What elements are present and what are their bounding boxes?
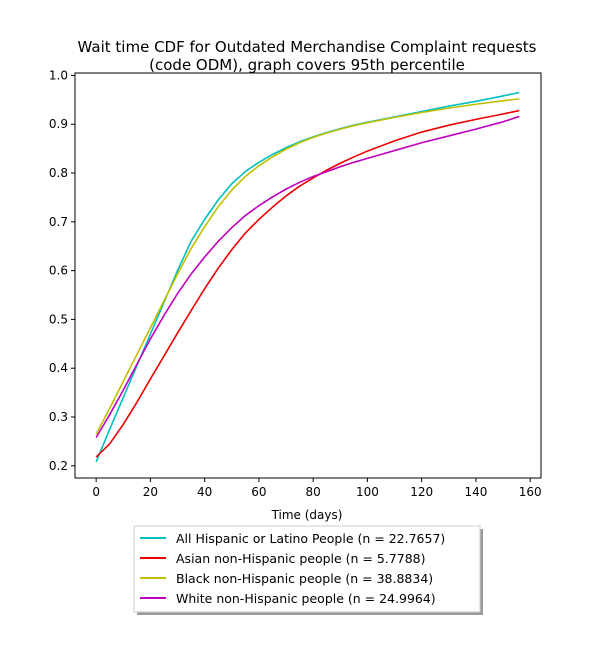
x-tick-label: 40 (197, 485, 212, 499)
y-tick-label: 0.2 (49, 459, 68, 473)
y-tick-label: 0.5 (49, 312, 68, 326)
x-axis-label: Time (days) (271, 508, 343, 522)
series-line-2 (95, 98, 520, 435)
y-tick-label: 0.8 (49, 166, 68, 180)
plot-area: 0 20 40 60 80 100 120 140 160 0.2 0.3 0.4 0.5 0.6 0.7 0… (49, 68, 542, 499)
legend-label-1: Asian non-Hispanic people (n = 5.7788) (176, 551, 426, 566)
x-tick-label: 160 (519, 485, 542, 499)
y-tick-label: 0.3 (49, 410, 68, 424)
chart-title: Wait time CDF for Outdated Merchandise C… (78, 38, 537, 74)
x-tick-label: 140 (464, 485, 487, 499)
series-line-0 (95, 91, 520, 463)
chart-title-line-2: (code ODM), graph covers 95th percentile (149, 56, 465, 74)
y-tick-label: 1.0 (49, 68, 68, 82)
x-tick-label: 80 (306, 485, 321, 499)
legend: All Hispanic or Latino People (n = 22.76… (133, 525, 483, 615)
legend-label-2: Black non-Hispanic people (n = 38.8834) (176, 571, 433, 586)
chart-title-line-1: Wait time CDF for Outdated Merchandise C… (78, 38, 537, 56)
legend-label-3: White non-Hispanic people (n = 24.9964) (176, 591, 436, 606)
x-tick-label: 20 (143, 485, 158, 499)
x-tick-label: 120 (410, 485, 433, 499)
legend-label-0: All Hispanic or Latino People (n = 22.76… (176, 531, 445, 546)
series-line-3 (95, 115, 520, 438)
y-tick-label: 0.7 (49, 215, 68, 229)
x-tick-label: 0 (92, 485, 100, 499)
y-tick-label: 0.6 (49, 264, 68, 278)
plot-frame (74, 72, 542, 479)
x-tick-label: 100 (356, 485, 379, 499)
x-tick-label: 60 (251, 485, 266, 499)
series-line-1 (95, 109, 520, 458)
y-tick-label: 0.4 (49, 361, 68, 375)
legend-box (133, 525, 481, 613)
y-tick-label: 0.9 (49, 117, 68, 131)
